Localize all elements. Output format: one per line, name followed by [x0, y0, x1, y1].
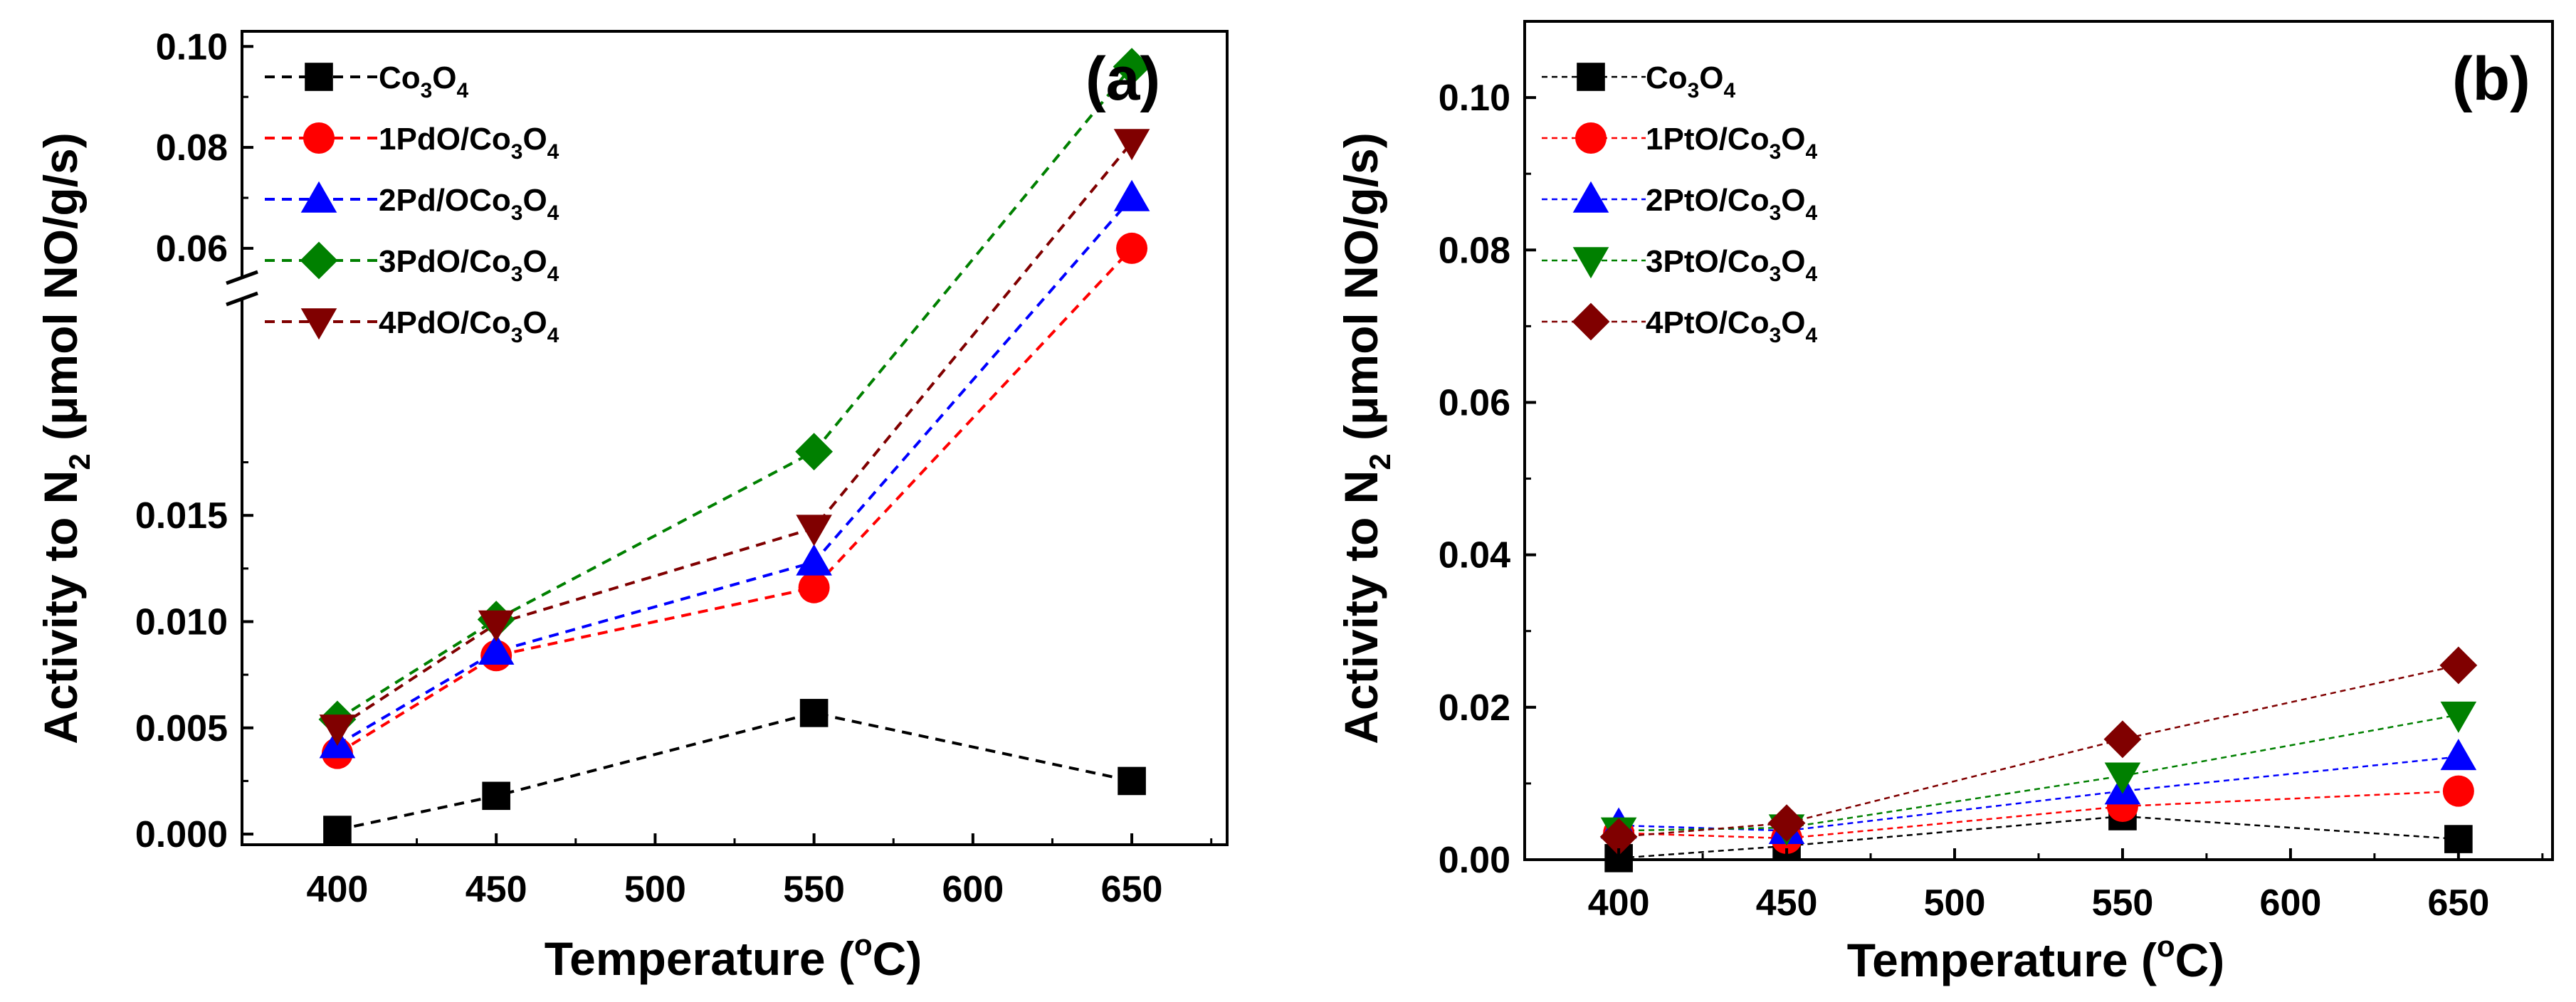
series-line-3: [1619, 756, 2459, 832]
panel-label-b: (b): [2452, 45, 2530, 113]
data-point: [319, 714, 356, 747]
x-tick-label-b: 400: [1588, 882, 1650, 924]
series-line-5: [1619, 664, 2459, 838]
data-point: [2440, 701, 2477, 733]
data-point: [1599, 818, 1638, 856]
y-tick-label-a: 0.000: [135, 814, 228, 855]
data-point: [2104, 762, 2141, 794]
y-tick-label-b: 0.02: [1439, 687, 1510, 729]
y-axis-label-a: Activity to N2 (μmol NO/g/s): [34, 132, 96, 744]
x-tick-label-a: 450: [466, 869, 527, 910]
panel-a: 400 450 500 550 600 650 0.000 0.005 0.010 0.015 0.…: [34, 26, 1229, 985]
x-tick-label-b: 550: [2092, 882, 2154, 924]
data-point: [2103, 720, 2142, 759]
y-tick-label-a: 0.005: [135, 708, 228, 749]
legend-marker: [303, 122, 335, 154]
y-tick-label-b: 0.04: [1439, 535, 1510, 576]
legend-label: 4PdO/Co3O4: [379, 305, 559, 347]
legend-label: 4PtO/Co3O4: [1646, 305, 1817, 347]
series-line-4: [336, 65, 1133, 721]
series-line-3: [336, 196, 1133, 747]
legend-marker: [1572, 247, 1609, 279]
series-lines-a: [336, 65, 1133, 832]
data-point: [478, 610, 515, 642]
data-point: [1116, 232, 1148, 264]
data-point: [1113, 48, 1151, 86]
y-tick-label-a: 0.010: [135, 602, 228, 643]
legend-label: Co3O4: [1646, 60, 1736, 102]
legend-marker: [300, 308, 337, 340]
axis-ticks-b: 400 450 500 550 600 650 0.00 0.02 0.04 0.06 0.08 0.…: [1439, 78, 2544, 924]
legend-marker: [300, 241, 338, 280]
panel-label-a: (a): [1085, 45, 1160, 113]
legend-label: Co3O4: [379, 60, 469, 102]
series-lines-b: [1619, 664, 2459, 860]
x-tick-label-a: 600: [942, 869, 1004, 910]
axis-ticks-a: 400 450 500 550 600 650 0.000 0.005 0.010 0.015 0.…: [135, 26, 1213, 910]
series-line-2: [1619, 790, 2459, 840]
legend-marker: [1577, 63, 1605, 91]
series-line-5: [336, 141, 1133, 729]
series-line-2: [336, 247, 1133, 755]
x-tick-label-b: 450: [1756, 882, 1818, 924]
y-tick-label-b: 0.08: [1439, 230, 1510, 271]
data-point: [2442, 775, 2474, 807]
legend-label: 3PtO/Co3O4: [1646, 244, 1817, 286]
x-tick-label-b: 650: [2427, 882, 2489, 924]
x-tick-label-a: 400: [307, 869, 369, 910]
data-point: [1118, 766, 1146, 796]
y-tick-label-b: 0.00: [1439, 840, 1510, 881]
axis-break-a: [226, 270, 258, 307]
x-axis-label-a: Temperature (oC): [545, 928, 922, 985]
y-tick-label-a: 0.06: [156, 228, 228, 270]
data-point: [799, 699, 829, 727]
x-tick-label-a: 500: [624, 869, 686, 910]
data-point: [1767, 804, 1806, 842]
legend-marker: [1572, 181, 1609, 213]
y-tick-label-b: 0.06: [1439, 382, 1510, 423]
data-point: [795, 433, 834, 471]
data-point: [1113, 179, 1150, 211]
legend-marker: [1572, 302, 1610, 341]
legend-a: Co3O4 1PdO/Co3O4 2Pd/OCo3O4 3PdO/Co3O4 4PdO/…: [265, 60, 559, 347]
x-axis-label-b: Temperature (oC): [1847, 929, 2225, 986]
series-markers-b: [1599, 646, 2478, 872]
legend-label: 2Pd/OCo3O4: [379, 183, 559, 225]
panel-b: 400 450 500 550 600 650 0.00 0.02 0.04 0.06 0.08 0.…: [1335, 20, 2554, 986]
data-point: [478, 633, 515, 665]
y-tick-label-a: 0.10: [156, 26, 228, 68]
legend-label: 3PdO/Co3O4: [379, 244, 559, 286]
x-tick-label-a: 550: [783, 869, 845, 910]
series-line-1: [337, 711, 1132, 832]
legend-marker: [305, 63, 333, 91]
data-point: [482, 781, 510, 811]
data-point: [2439, 646, 2478, 685]
legend-b: Co3O4 1PtO/Co3O4 2PtO/Co3O4 3PtO/Co3O4 4PtO/…: [1542, 60, 1817, 347]
y-tick-label-a: 0.015: [135, 495, 228, 537]
legend-label: 1PtO/Co3O4: [1646, 122, 1817, 164]
y-tick-label-b: 0.10: [1439, 78, 1510, 119]
y-tick-label-a: 0.08: [156, 127, 228, 169]
data-point: [796, 544, 832, 576]
data-point: [796, 515, 832, 547]
series-line-1: [1619, 815, 2459, 860]
data-point: [2440, 739, 2477, 771]
x-tick-label-a: 650: [1101, 869, 1163, 910]
data-point: [1113, 129, 1150, 161]
legend-label: 1PdO/Co3O4: [379, 122, 559, 164]
axis-break-mark: [226, 270, 258, 285]
legend-marker: [300, 181, 337, 213]
data-point: [798, 571, 830, 603]
series-line-4: [1619, 714, 2459, 832]
series-markers-a: [318, 48, 1151, 844]
x-tick-label-b: 600: [2260, 882, 2322, 924]
legend-label: 2PtO/Co3O4: [1646, 183, 1817, 225]
y-axis-label-b: Activity to N2 (μmol NO/g/s): [1335, 132, 1397, 744]
x-tick-label-b: 500: [1924, 882, 1986, 924]
legend-marker: [1575, 122, 1607, 154]
axis-break-mark: [226, 291, 258, 307]
